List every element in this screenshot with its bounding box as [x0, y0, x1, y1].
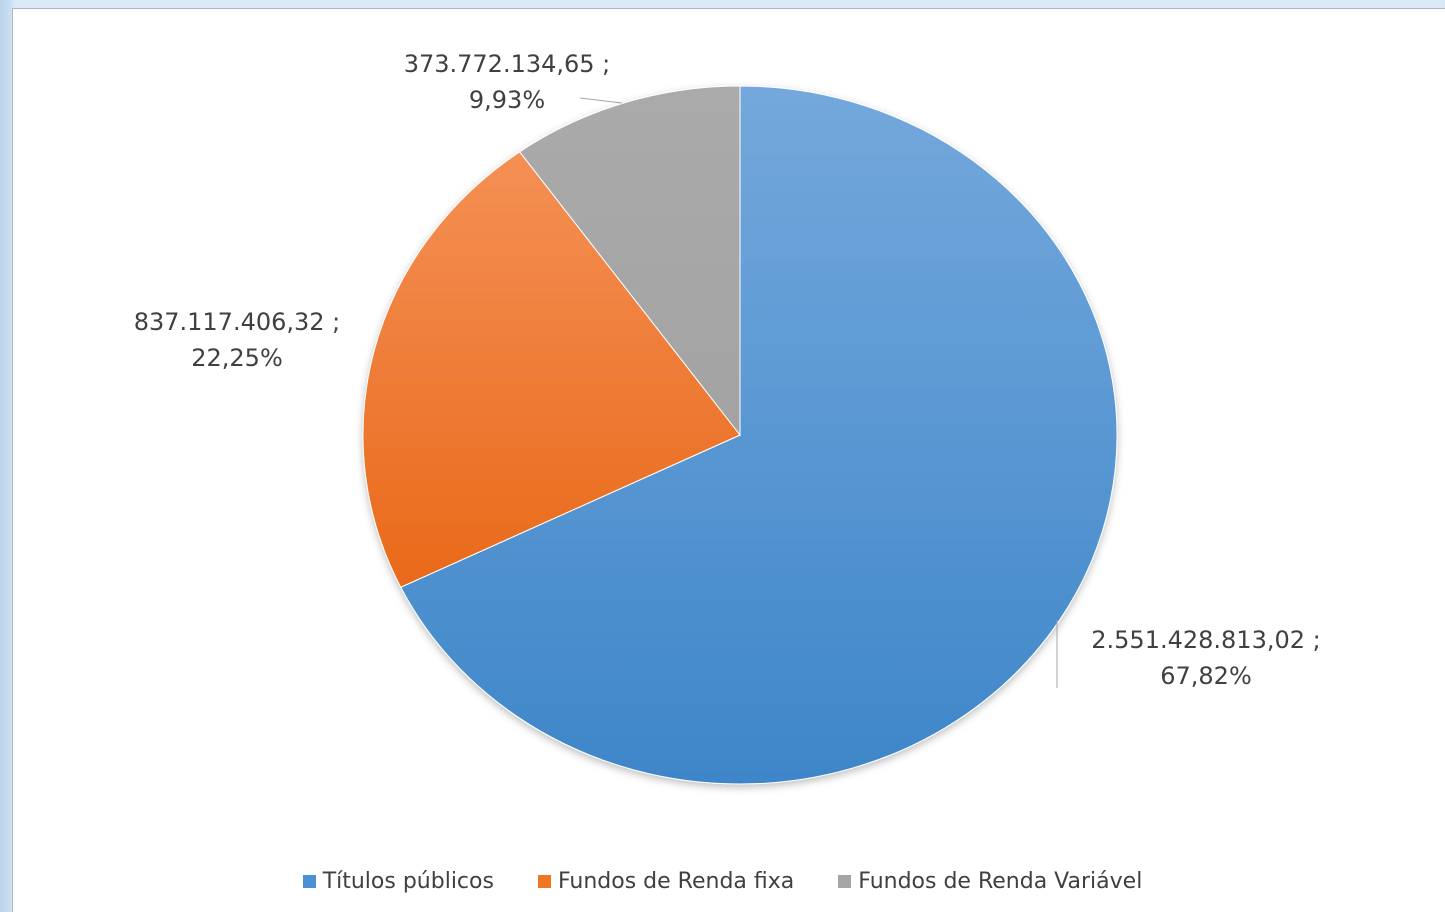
data-label-percent-fundos-renda-variavel: 9,93% [469, 86, 545, 114]
legend-swatch [537, 874, 551, 888]
data-label-value-titulos-publicos: 2.551.428.813,02 ; [1091, 626, 1320, 654]
pie-slice-fundos-renda-variavel [518, 85, 741, 437]
legend-label: Títulos públicos [322, 868, 494, 894]
legend-label: Fundos de Renda Variável [858, 868, 1143, 894]
pie-slice-titulos-publicos [400, 85, 1118, 785]
data-label-value-fundos-renda-fixa: 837.117.406,32 ; [134, 308, 341, 336]
pie-slice-fundos-renda-fixa [362, 151, 741, 588]
data-label-value-fundos-renda-variavel: 373.772.134,65 ; [404, 50, 611, 78]
legend-swatch [838, 874, 852, 888]
data-label-percent-titulos-publicos: 67,82% [1160, 662, 1252, 690]
legend-swatch [302, 874, 316, 888]
legend-item-fundos-renda-variavel: Fundos de Renda Variável [838, 869, 1142, 894]
legend-item-fundos-renda-fixa: Fundos de Renda fixa [537, 868, 795, 894]
legend-item-titulos-publicos: Títulos públicos [302, 868, 494, 894]
legend: Títulos públicos Fundos de Renda fixa Fu… [0, 863, 1445, 899]
data-label-percent-fundos-renda-fixa: 22,25% [191, 344, 283, 372]
legend-label: Fundos de Renda fixa [557, 868, 795, 894]
leader-line-fundos-renda-variavel [579, 97, 623, 104]
